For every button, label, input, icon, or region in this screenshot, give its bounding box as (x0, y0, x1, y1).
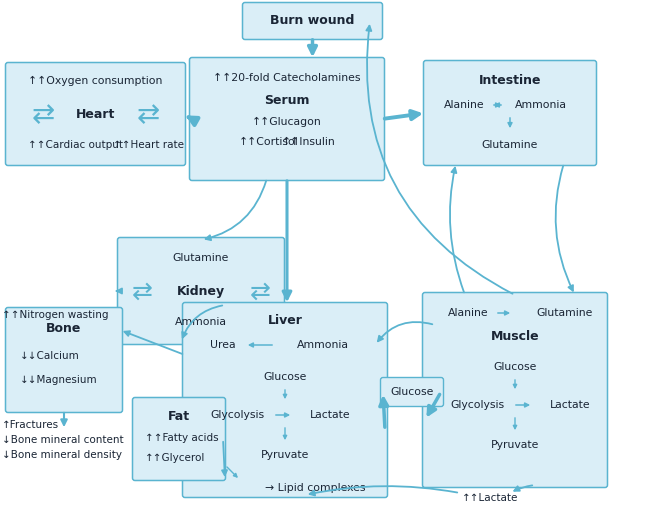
Text: Alanine: Alanine (444, 100, 484, 110)
Text: Urea: Urea (210, 340, 236, 350)
Text: Glutamine: Glutamine (173, 253, 229, 263)
Text: ↓↓Calcium: ↓↓Calcium (20, 351, 80, 361)
Text: Alanine: Alanine (448, 308, 489, 318)
FancyBboxPatch shape (380, 378, 443, 407)
Text: Glycolysis: Glycolysis (210, 410, 264, 420)
FancyBboxPatch shape (242, 3, 382, 39)
Text: ⇄: ⇄ (132, 280, 152, 304)
Text: ↑↑Oxygen consumption: ↑↑Oxygen consumption (29, 76, 163, 86)
FancyBboxPatch shape (183, 302, 388, 497)
Text: Pyruvate: Pyruvate (491, 440, 539, 450)
Text: ↑↑Nitrogen wasting: ↑↑Nitrogen wasting (2, 310, 108, 320)
Text: Fat: Fat (168, 410, 190, 423)
Text: Ammonia: Ammonia (175, 317, 227, 327)
Text: Pyruvate: Pyruvate (260, 450, 309, 460)
Text: ↑↑Heart rate: ↑↑Heart rate (113, 140, 184, 150)
Text: ↓Bone mineral density: ↓Bone mineral density (2, 450, 122, 460)
FancyBboxPatch shape (424, 61, 597, 166)
Text: ↑↑Fatty acids: ↑↑Fatty acids (145, 433, 218, 443)
Text: → Lipid complexes: → Lipid complexes (265, 483, 365, 493)
Text: ↑↑Lactate: ↑↑Lactate (462, 493, 518, 503)
Text: ↓Bone mineral content: ↓Bone mineral content (2, 435, 124, 445)
Text: Glutamine: Glutamine (537, 308, 593, 318)
Text: ↓↓Magnesium: ↓↓Magnesium (20, 375, 98, 385)
Text: Glucose: Glucose (263, 372, 307, 382)
FancyBboxPatch shape (132, 397, 226, 480)
Text: Kidney: Kidney (177, 285, 225, 298)
FancyBboxPatch shape (117, 237, 284, 344)
Text: ↑↑Cortisol: ↑↑Cortisol (239, 137, 299, 147)
Text: Glycolysis: Glycolysis (450, 400, 504, 410)
Text: ↑↑Glycerol: ↑↑Glycerol (145, 453, 205, 463)
Text: Ammonia: Ammonia (297, 340, 349, 350)
Text: Serum: Serum (264, 93, 310, 107)
Text: Lactate: Lactate (550, 400, 590, 410)
Text: Glutamine: Glutamine (482, 140, 538, 150)
Text: ↑Fractures: ↑Fractures (2, 420, 59, 430)
Text: Ammonia: Ammonia (515, 100, 567, 110)
Text: ↑↑Insulin: ↑↑Insulin (282, 137, 336, 147)
Text: ↑↑Cardiac output: ↑↑Cardiac output (28, 140, 123, 150)
Text: ⇄: ⇄ (249, 280, 270, 304)
Text: Intestine: Intestine (479, 75, 541, 87)
FancyBboxPatch shape (189, 58, 384, 180)
Text: ↑↑Glucagon: ↑↑Glucagon (252, 117, 322, 127)
FancyBboxPatch shape (5, 63, 185, 166)
Text: Liver: Liver (268, 315, 303, 328)
Text: Lactate: Lactate (310, 410, 351, 420)
FancyBboxPatch shape (5, 308, 122, 413)
Text: ⇄: ⇄ (136, 101, 159, 129)
Text: Muscle: Muscle (491, 330, 539, 343)
Text: ⇄: ⇄ (31, 101, 54, 129)
FancyBboxPatch shape (422, 292, 608, 487)
Text: ↑↑20-fold Catecholamines: ↑↑20-fold Catecholamines (213, 73, 361, 83)
Text: Burn wound: Burn wound (270, 15, 354, 27)
Text: Glucose: Glucose (493, 362, 537, 372)
Text: Glucose: Glucose (390, 387, 434, 397)
Text: Heart: Heart (76, 109, 115, 122)
Text: Bone: Bone (46, 322, 82, 334)
